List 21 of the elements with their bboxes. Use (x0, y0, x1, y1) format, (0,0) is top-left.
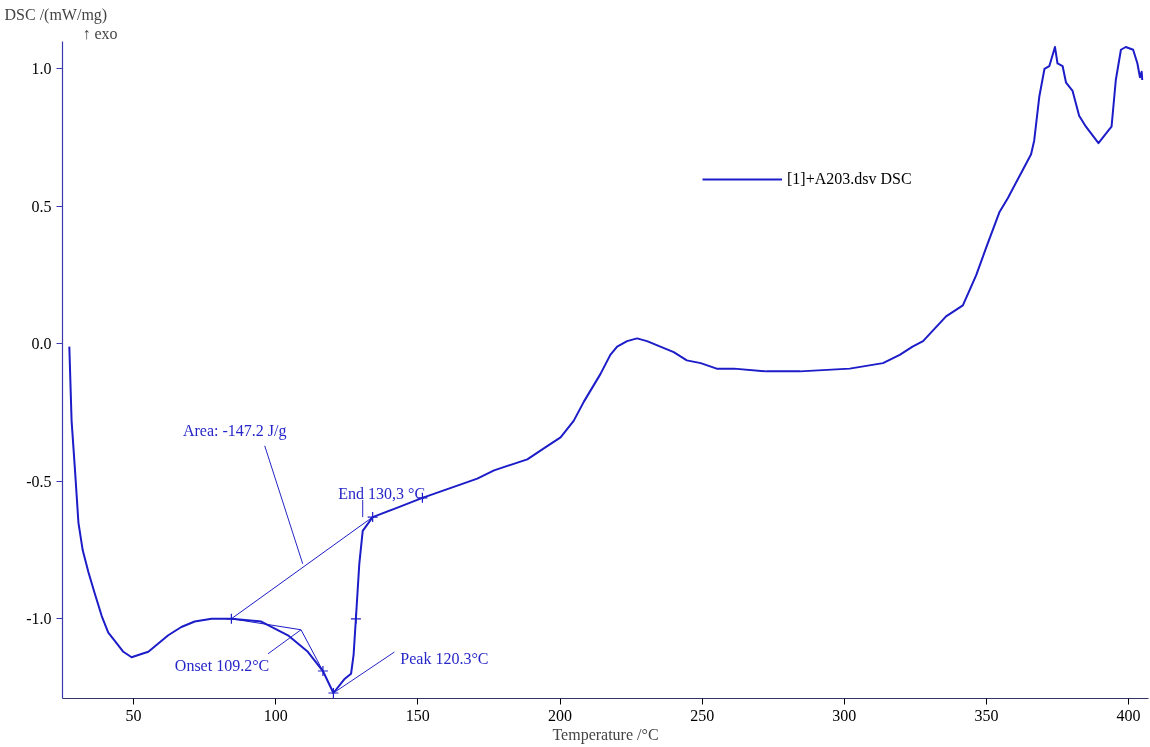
annotation: Peak 120.3°C (400, 649, 489, 667)
x-tick-label: 400 (1116, 706, 1141, 724)
y-tick-label: 1.0 (31, 60, 52, 78)
y-tick-label: 0.0 (31, 335, 52, 353)
y-tick-label: -0.5 (26, 472, 52, 490)
annotation: Area: -147.2 J/g (182, 422, 287, 441)
y-tick-label: -1.0 (26, 610, 52, 628)
legend-label: [1]+A203.dsv DSC (787, 170, 912, 188)
annotation: ↑ exo (82, 24, 118, 42)
y-tick-label: 0.5 (31, 197, 52, 215)
x-tick-label: 100 (263, 706, 288, 724)
annotation: End 130,3 °C (338, 484, 426, 502)
x-axis-title: Temperature /°C (552, 725, 659, 744)
x-tick-label: 150 (405, 706, 430, 724)
annotation: Onset 109.2°C (174, 657, 270, 675)
x-tick-label: 350 (974, 706, 999, 724)
x-tick-label: 200 (548, 706, 573, 724)
x-tick-label: 250 (690, 706, 715, 724)
y-axis-title: DSC /(mW/mg) (4, 5, 108, 24)
x-tick-label: 300 (832, 706, 857, 724)
x-tick-label: 50 (125, 706, 142, 724)
